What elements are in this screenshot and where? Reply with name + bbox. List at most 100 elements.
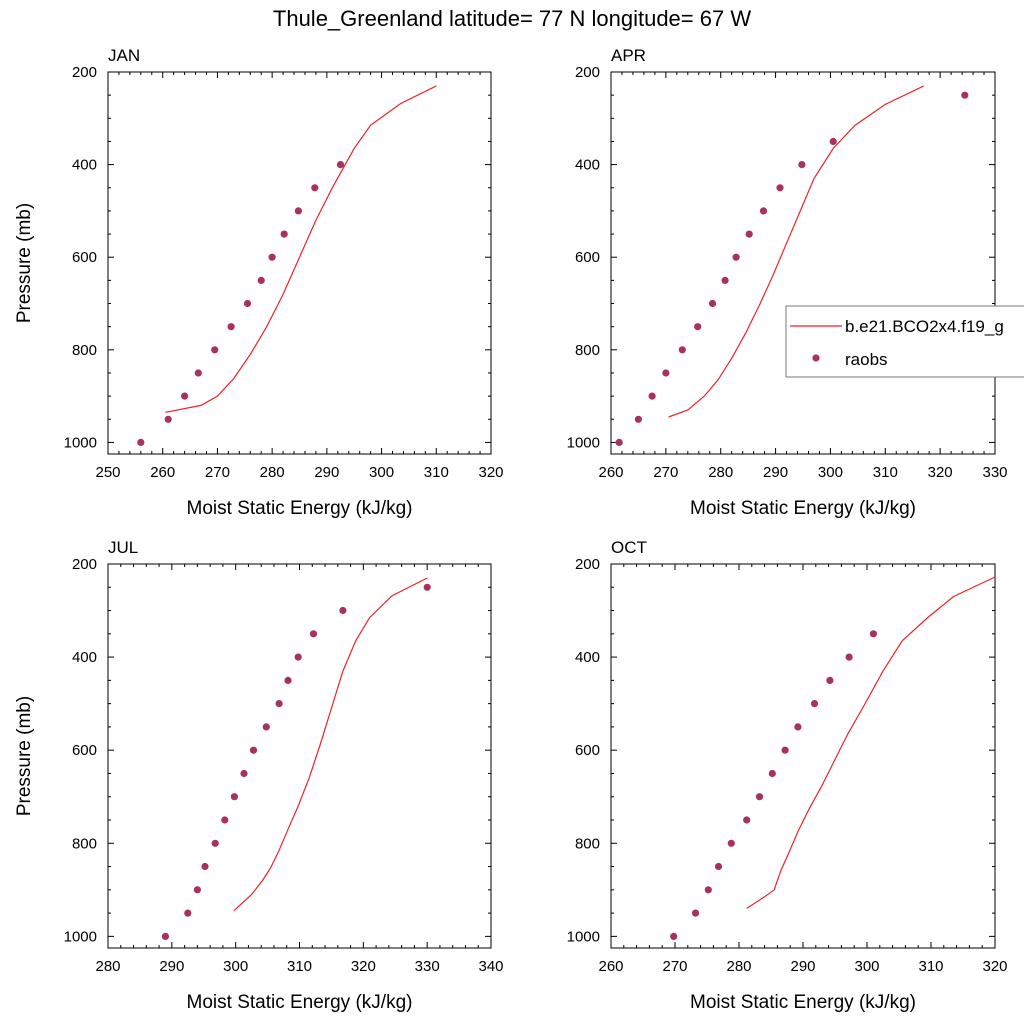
raobs-point: [826, 676, 834, 685]
y-tick-label: 400: [72, 157, 97, 174]
y-axis-label: Pressure (mb): [14, 696, 35, 816]
model-profile-line: [668, 85, 924, 418]
raobs-point: [662, 369, 670, 377]
y-tick-label: 400: [575, 649, 600, 666]
plot-frame: [107, 71, 492, 455]
raobs-point: [240, 769, 248, 778]
raobs-point: [193, 886, 201, 894]
raobs-point: [294, 207, 302, 215]
y-tick-label: 600: [72, 742, 97, 759]
y-tick-label: 1000: [567, 434, 600, 451]
raobs-point: [615, 438, 623, 446]
legend-entry-raobs: raobs: [845, 350, 888, 369]
y-tick-label: 800: [72, 342, 97, 359]
plot-frame: [610, 71, 996, 455]
raobs-point: [201, 862, 209, 871]
y-tick-label: 400: [575, 157, 600, 174]
y-tick-label: 600: [575, 742, 600, 759]
raobs-point: [691, 909, 700, 917]
raobs-point: [230, 793, 238, 801]
raobs-point: [275, 700, 283, 708]
raobs-point: [243, 299, 252, 308]
x-tick-label: 330: [982, 464, 1007, 481]
y-tick-label: 200: [72, 64, 97, 81]
raobs-point: [221, 816, 229, 824]
raobs-point: [678, 346, 686, 354]
raobs-point: [759, 207, 768, 215]
raobs-point: [810, 700, 819, 708]
raobs-point: [704, 886, 712, 894]
legend-entry-model: b.e21.BCO2x4.f19_g: [845, 317, 1004, 336]
x-tick-label: 320: [351, 958, 376, 975]
panel-oct: OCT 260 270 280 290 300 310 320 200 400 600 800 1000…: [567, 538, 1008, 1013]
raobs-point: [829, 137, 837, 146]
raobs-point: [768, 769, 776, 778]
raobs-point: [634, 415, 643, 423]
x-tick-label: 300: [818, 464, 843, 481]
panel-label: APR: [611, 46, 646, 65]
raobs-point: [776, 184, 784, 192]
model-profile-line: [233, 577, 428, 912]
y-tick-label: 400: [72, 649, 97, 666]
panel-apr: APR 260 270 280 290 300 310 320 330 200 400 600 800 1…: [567, 46, 1008, 519]
x-tick-label: 280: [708, 464, 733, 481]
x-tick-label: 300: [223, 958, 248, 975]
raobs-point: [181, 392, 189, 400]
raobs-point: [670, 932, 678, 941]
raobs-point: [708, 299, 717, 308]
raobs-point: [721, 276, 729, 284]
raobs-point: [336, 161, 345, 169]
x-tick-label: 320: [982, 958, 1007, 975]
raobs-point: [211, 346, 219, 354]
y-axis-label: Pressure (mb): [14, 203, 35, 323]
x-tick-label: 320: [928, 464, 953, 481]
x-tick-label: 270: [205, 464, 230, 481]
raobs-point: [794, 723, 802, 731]
raobs-point: [339, 606, 347, 615]
x-axis-label: Moist Static Energy (kJ/kg): [690, 498, 916, 519]
figure-title: Thule_Greenland latitude= 77 N longitude…: [273, 6, 751, 31]
raobs-point: [211, 839, 219, 847]
raobs-point: [294, 653, 302, 661]
x-tick-label: 290: [790, 958, 815, 975]
y-tick-label: 600: [575, 249, 600, 266]
plot-frame: [610, 563, 996, 949]
panel-label: JUL: [108, 538, 138, 557]
x-tick-label: 260: [598, 958, 623, 975]
x-tick-label: 280: [95, 958, 120, 975]
x-axis-label: Moist Static Energy (kJ/kg): [187, 992, 413, 1013]
raobs-point: [714, 862, 723, 871]
x-tick-label: 290: [159, 958, 184, 975]
x-tick-label: 280: [260, 464, 285, 481]
x-tick-label: 310: [918, 958, 943, 975]
y-tick-label: 800: [575, 835, 600, 852]
raobs-point: [423, 583, 431, 591]
y-tick-label: 200: [575, 556, 600, 573]
raobs-point: [249, 746, 258, 754]
x-tick-label: 340: [478, 958, 503, 975]
raobs-point: [137, 438, 145, 446]
x-tick-label: 260: [150, 464, 175, 481]
raobs-point: [694, 323, 702, 331]
raobs-point: [845, 653, 853, 661]
panel-jul: JUL 280 290 300 310 320 330 340 200 400 600 800 1000…: [14, 538, 504, 1013]
model-profile-line: [165, 85, 437, 413]
raobs-point: [869, 630, 878, 638]
x-tick-label: 270: [662, 958, 687, 975]
y-tick-label: 1000: [64, 928, 97, 945]
raobs-point: [257, 276, 265, 284]
panel-label: OCT: [611, 538, 647, 557]
x-axis-label: Moist Static Energy (kJ/kg): [690, 992, 916, 1013]
raobs-point: [781, 746, 789, 754]
x-tick-label: 260: [598, 464, 623, 481]
model-profile-line: [746, 576, 996, 909]
y-tick-label: 200: [72, 556, 97, 573]
plot-frame: [107, 563, 492, 949]
x-tick-label: 250: [95, 464, 120, 481]
raobs-point: [161, 932, 169, 941]
x-tick-label: 300: [854, 958, 879, 975]
raobs-point: [227, 323, 235, 331]
y-tick-label: 800: [575, 342, 600, 359]
x-tick-label: 300: [369, 464, 394, 481]
